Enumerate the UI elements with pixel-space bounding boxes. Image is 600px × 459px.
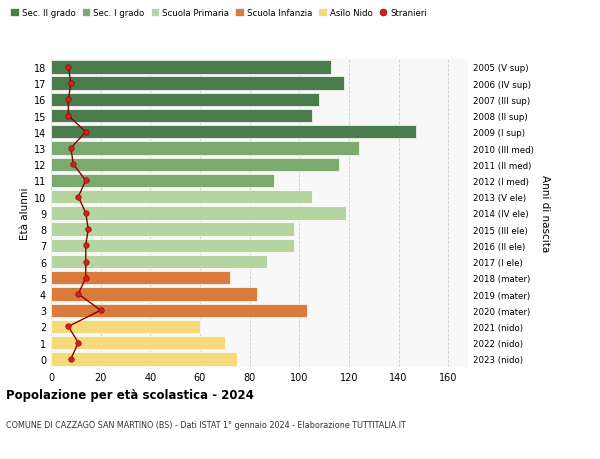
Bar: [51, 223, 294, 236]
Point: [74, 339, 83, 347]
Point: [81, 129, 91, 136]
Point: [66, 80, 76, 88]
Bar: [51, 239, 294, 252]
Point: [64, 323, 73, 330]
Point: [81, 258, 91, 266]
Point: [74, 291, 83, 298]
Text: Popolazione per età scolastica - 2024: Popolazione per età scolastica - 2024: [6, 388, 254, 401]
Point: [64, 112, 73, 120]
Bar: [51, 288, 257, 301]
Bar: [51, 110, 311, 123]
Y-axis label: Età alunni: Età alunni: [20, 187, 29, 240]
Point: [81, 210, 91, 217]
Point: [81, 274, 91, 282]
Point: [96, 307, 106, 314]
Point: [66, 355, 76, 363]
Bar: [51, 207, 346, 220]
Bar: [51, 142, 359, 155]
Text: COMUNE DI CAZZAGO SAN MARTINO (BS) - Dati ISTAT 1° gennaio 2024 - Elaborazione T: COMUNE DI CAZZAGO SAN MARTINO (BS) - Dat…: [6, 420, 406, 429]
Bar: [51, 61, 331, 74]
Point: [66, 145, 76, 152]
Bar: [51, 77, 344, 90]
Bar: [51, 126, 416, 139]
Point: [64, 96, 73, 104]
Bar: [51, 158, 339, 172]
Y-axis label: Anni di nascita: Anni di nascita: [541, 175, 550, 252]
Bar: [51, 255, 267, 269]
Point: [83, 226, 93, 233]
Bar: [51, 320, 200, 333]
Bar: [51, 272, 230, 285]
Point: [81, 242, 91, 250]
Point: [81, 177, 91, 185]
Point: [68, 161, 78, 168]
Legend: Sec. II grado, Sec. I grado, Scuola Primaria, Scuola Infanzia, Asilo Nido, Stran: Sec. II grado, Sec. I grado, Scuola Prim…: [10, 9, 427, 18]
Point: [64, 64, 73, 72]
Bar: [51, 353, 237, 366]
Bar: [51, 190, 311, 204]
Bar: [51, 336, 225, 350]
Bar: [51, 94, 319, 107]
Bar: [51, 304, 307, 317]
Bar: [51, 174, 274, 188]
Point: [74, 194, 83, 201]
